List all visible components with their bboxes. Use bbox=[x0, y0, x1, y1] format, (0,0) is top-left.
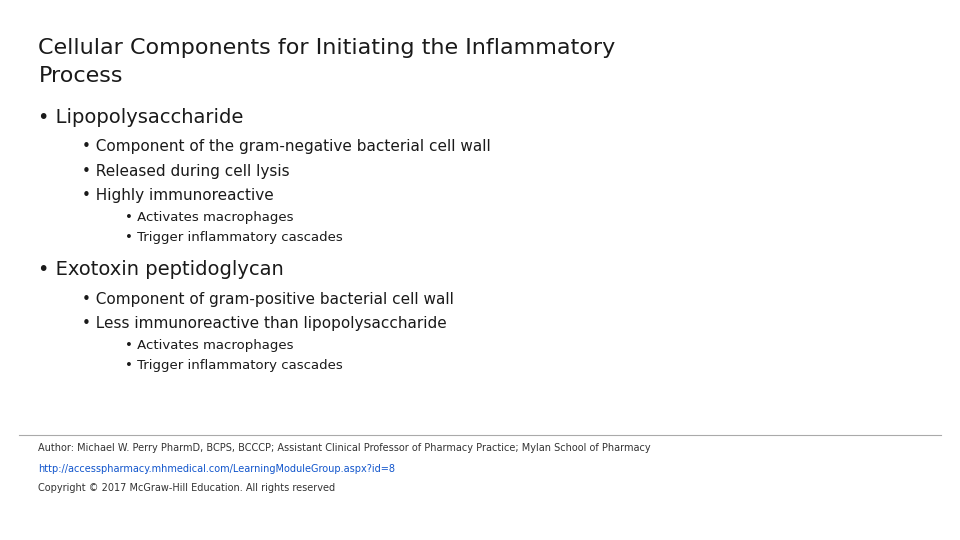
Text: • Activates macrophages: • Activates macrophages bbox=[125, 339, 294, 352]
Text: Copyright © 2017 McGraw-Hill Education. All rights reserved: Copyright © 2017 McGraw-Hill Education. … bbox=[38, 483, 336, 494]
Text: • Highly immunoreactive: • Highly immunoreactive bbox=[82, 188, 274, 203]
Text: http://accesspharmacy.mhmedical.com/LearningModuleGroup.aspx?id=8: http://accesspharmacy.mhmedical.com/Lear… bbox=[38, 464, 396, 475]
Text: Process: Process bbox=[38, 66, 123, 86]
Text: Cellular Components for Initiating the Inflammatory: Cellular Components for Initiating the I… bbox=[38, 38, 615, 58]
Text: • Less immunoreactive than lipopolysaccharide: • Less immunoreactive than lipopolysacch… bbox=[82, 316, 446, 331]
Text: • Trigger inflammatory cascades: • Trigger inflammatory cascades bbox=[125, 359, 343, 372]
Text: • Activates macrophages: • Activates macrophages bbox=[125, 211, 294, 224]
Text: • Component of gram-positive bacterial cell wall: • Component of gram-positive bacterial c… bbox=[82, 292, 453, 307]
Text: • Trigger inflammatory cascades: • Trigger inflammatory cascades bbox=[125, 231, 343, 244]
Text: • Lipopolysaccharide: • Lipopolysaccharide bbox=[38, 108, 244, 127]
Text: • Component of the gram-negative bacterial cell wall: • Component of the gram-negative bacteri… bbox=[82, 139, 491, 154]
Text: Author: Michael W. Perry PharmD, BCPS, BCCCP; Assistant Clinical Professor of Ph: Author: Michael W. Perry PharmD, BCPS, B… bbox=[38, 443, 651, 453]
Text: • Released during cell lysis: • Released during cell lysis bbox=[82, 164, 289, 179]
Text: • Exotoxin peptidoglycan: • Exotoxin peptidoglycan bbox=[38, 260, 284, 279]
